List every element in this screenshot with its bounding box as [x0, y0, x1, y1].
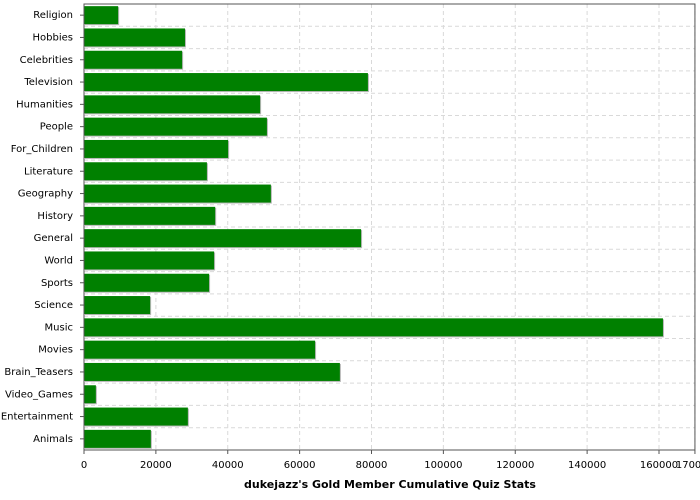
bar	[84, 340, 316, 359]
y-tick-label: Television	[23, 77, 73, 88]
bar	[84, 28, 185, 47]
x-tick-label: 170000	[676, 460, 700, 471]
bar	[84, 273, 210, 292]
y-tick-label: Literature	[24, 166, 73, 177]
y-tick-label: People	[40, 122, 73, 133]
y-tick-label: Entertainment	[1, 412, 73, 423]
x-tick-label: 140000	[568, 460, 606, 471]
y-tick-label: Geography	[18, 189, 73, 200]
bar	[84, 229, 362, 248]
x-tick-label: 20000	[140, 460, 172, 471]
y-tick-label: Celebrities	[20, 55, 73, 66]
y-tick-label: For_Children	[11, 144, 73, 155]
x-tick-label: 80000	[356, 460, 388, 471]
bar	[84, 251, 215, 270]
bar	[84, 407, 188, 426]
bar	[84, 6, 119, 25]
bar	[84, 206, 216, 225]
bar	[84, 362, 340, 381]
bar	[84, 162, 207, 181]
x-tick-label: 100000	[424, 460, 462, 471]
y-tick-label: Movies	[38, 345, 73, 356]
y-tick-label: History	[37, 211, 73, 222]
bar	[84, 95, 261, 114]
x-tick-label: 0	[81, 460, 87, 471]
y-tick-label: World	[44, 255, 73, 266]
bar	[84, 385, 96, 404]
bar	[84, 50, 183, 69]
x-tick-label: 160000	[640, 460, 678, 471]
y-tick-label: Religion	[33, 10, 73, 21]
bar	[84, 73, 368, 92]
x-tick-label: 40000	[212, 460, 244, 471]
chart-title: dukejazz's Gold Member Cumulative Quiz S…	[244, 478, 536, 491]
y-tick-label: Video_Games	[5, 389, 73, 400]
bar	[84, 296, 151, 315]
bar	[84, 117, 267, 136]
bar	[84, 429, 151, 448]
plot-frame	[83, 3, 696, 451]
y-tick-label: Animals	[33, 434, 73, 445]
y-tick-label: General	[34, 233, 73, 244]
x-tick-label: 60000	[284, 460, 316, 471]
x-tick-label: 120000	[496, 460, 534, 471]
bar	[84, 184, 271, 203]
y-tick-label: Humanities	[16, 99, 73, 110]
y-tick-label: Music	[45, 322, 73, 333]
bar	[84, 318, 663, 337]
y-tick-label: Sports	[41, 278, 73, 289]
bar	[84, 139, 229, 158]
y-tick-label: Science	[34, 300, 73, 311]
y-tick-label: Brain_Teasers	[4, 367, 73, 378]
y-tick-label: Hobbies	[33, 32, 73, 43]
